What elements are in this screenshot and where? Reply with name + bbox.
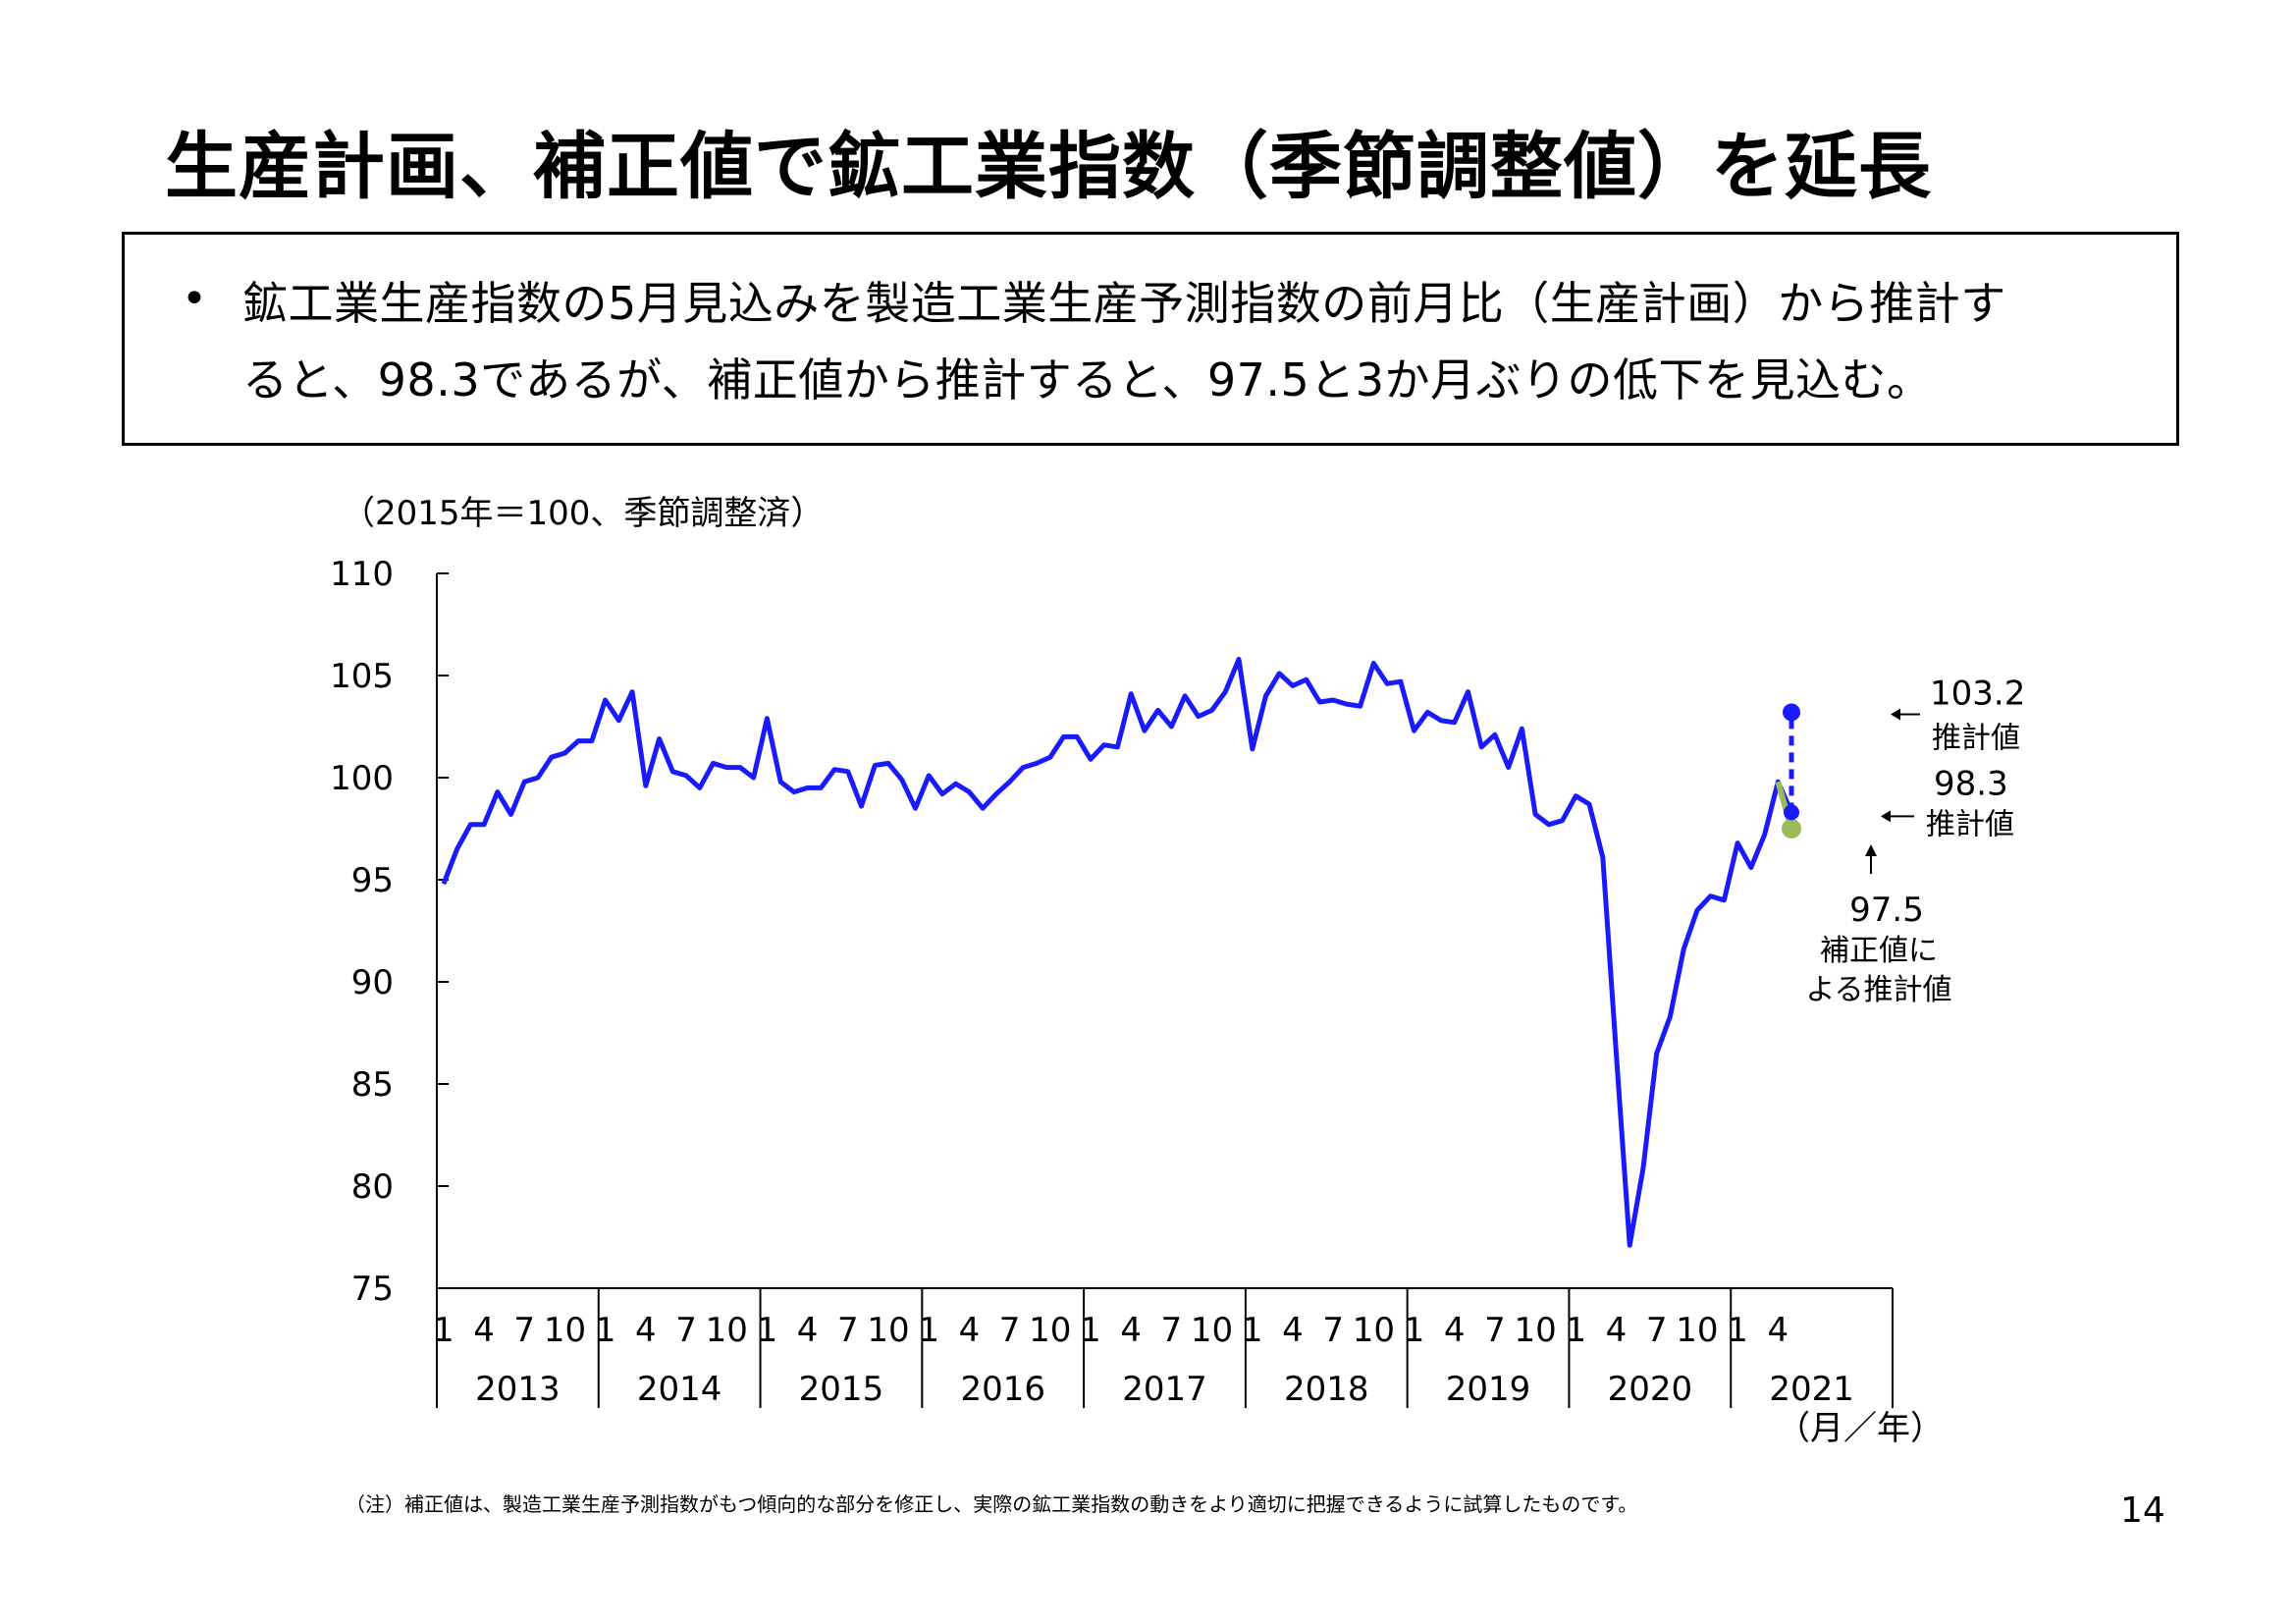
month-tick-label: 1 xyxy=(918,1311,939,1350)
annotation-label-97-line2: よる推計値 xyxy=(1805,973,1951,1007)
chart-marks xyxy=(441,656,1802,1248)
y-tick-label: 100 xyxy=(330,759,394,798)
month-tick-label: 4 xyxy=(959,1311,981,1350)
month-tick-label: 10 xyxy=(1676,1311,1718,1350)
month-tick-label: 7 xyxy=(675,1311,697,1350)
summary-line-2: ると、98.3であるが、補正値から推計すると、97.5と3か月ぶりの低下を見込む… xyxy=(242,353,1933,406)
summary-box: • 鉱工業生産指数の5月見込みを製造工業生産予測指数の前月比（生産計画）から推計… xyxy=(122,232,2179,446)
month-tick-label: 4 xyxy=(797,1311,819,1350)
year-label: 2016 xyxy=(960,1370,1045,1409)
annotation-value-98: 98.3 xyxy=(1934,764,2008,803)
year-label: 2013 xyxy=(475,1370,561,1409)
annotation-value-103: 103.2 xyxy=(1930,674,2025,713)
y-tick-label: 85 xyxy=(351,1065,394,1105)
month-tick-label: 1 xyxy=(1080,1311,1101,1350)
month-tick-label: 7 xyxy=(837,1311,859,1350)
month-tick-label: 10 xyxy=(544,1311,586,1350)
line-chart: （2015年＝100、季節調整済） （月／年） 75 80 85 90 95 100 105… xyxy=(330,494,2025,1448)
annotation-arrow-head xyxy=(1891,708,1900,721)
annotation-label-98: 推計値 xyxy=(1926,807,2014,841)
year-label: 2021 xyxy=(1769,1370,1854,1409)
y-tick-label: 95 xyxy=(351,861,394,900)
summary-line-1: 鉱工業生産指数の5月見込みを製造工業生産予測指数の前月比（生産計画）から推計す xyxy=(242,277,2006,330)
series-line-index xyxy=(441,656,1794,1248)
month-tick-label: 10 xyxy=(1191,1311,1233,1350)
annotation-arrow-head xyxy=(1865,844,1877,856)
y-tick-label: 110 xyxy=(330,555,394,594)
month-tick-label: 4 xyxy=(1606,1311,1628,1350)
month-tick-label: 1 xyxy=(757,1311,778,1350)
month-tick-label: 10 xyxy=(1353,1311,1395,1350)
month-tick-label: 7 xyxy=(999,1311,1021,1350)
annotation-value-97: 97.5 xyxy=(1849,891,1924,930)
annotation-arrow-head xyxy=(1881,810,1891,823)
point-estimate-98 xyxy=(1784,804,1800,821)
year-label: 2020 xyxy=(1608,1370,1693,1409)
month-tick-label: 7 xyxy=(513,1311,535,1350)
y-unit-label: （2015年＝100、季節調整済） xyxy=(342,494,824,533)
month-tick-label: 1 xyxy=(433,1311,454,1350)
month-tick-label: 1 xyxy=(1242,1311,1263,1350)
month-tick-label: 10 xyxy=(867,1311,909,1350)
page-number: 14 xyxy=(2120,1490,2165,1531)
month-tick-label: 4 xyxy=(473,1311,495,1350)
month-tick-label: 7 xyxy=(1646,1311,1668,1350)
year-label: 2018 xyxy=(1284,1370,1369,1409)
y-tick-label: 105 xyxy=(330,657,394,696)
year-label: 2019 xyxy=(1446,1370,1531,1409)
month-tick-label: 4 xyxy=(1444,1311,1466,1350)
month-tick-label: 7 xyxy=(1322,1311,1344,1350)
page-title: 生産計画、補正値で鉱工業指数（季節調整値）を延長 xyxy=(165,125,1932,209)
y-tick-label: 90 xyxy=(351,963,394,1002)
y-tick-label: 80 xyxy=(351,1167,394,1207)
month-tick-label: 1 xyxy=(595,1311,616,1350)
month-tick-label: 7 xyxy=(1161,1311,1183,1350)
annotation-label-97-line1: 補正値に xyxy=(1820,934,1938,968)
month-tick-label: 7 xyxy=(1484,1311,1506,1350)
year-label: 2015 xyxy=(799,1370,884,1409)
month-tick-label: 10 xyxy=(1514,1311,1556,1350)
x-unit-label: （月／年） xyxy=(1777,1409,1944,1448)
year-label: 2014 xyxy=(637,1370,722,1409)
month-tick-label: 10 xyxy=(1029,1311,1071,1350)
y-tick-label: 75 xyxy=(351,1270,394,1309)
month-tick-label: 4 xyxy=(1282,1311,1304,1350)
footnote: （注）補正値は、製造工業生産予測指数がもつ傾向的な部分を修正し、実際の鉱工業指数… xyxy=(346,1492,1638,1516)
month-tick-label: 10 xyxy=(706,1311,748,1350)
month-tick-label: 4 xyxy=(635,1311,657,1350)
month-tick-label: 4 xyxy=(1767,1311,1789,1350)
annotation-label-103: 推計値 xyxy=(1932,721,2020,755)
month-tick-label: 1 xyxy=(1565,1311,1586,1350)
bullet-icon: • xyxy=(182,274,207,324)
point-corrected-estimate xyxy=(1782,819,1802,839)
year-label: 2017 xyxy=(1122,1370,1207,1409)
month-tick-label: 1 xyxy=(1727,1311,1748,1350)
month-tick-label: 4 xyxy=(1120,1311,1142,1350)
point-estimate-103 xyxy=(1783,703,1801,722)
month-tick-label: 1 xyxy=(1404,1311,1425,1350)
